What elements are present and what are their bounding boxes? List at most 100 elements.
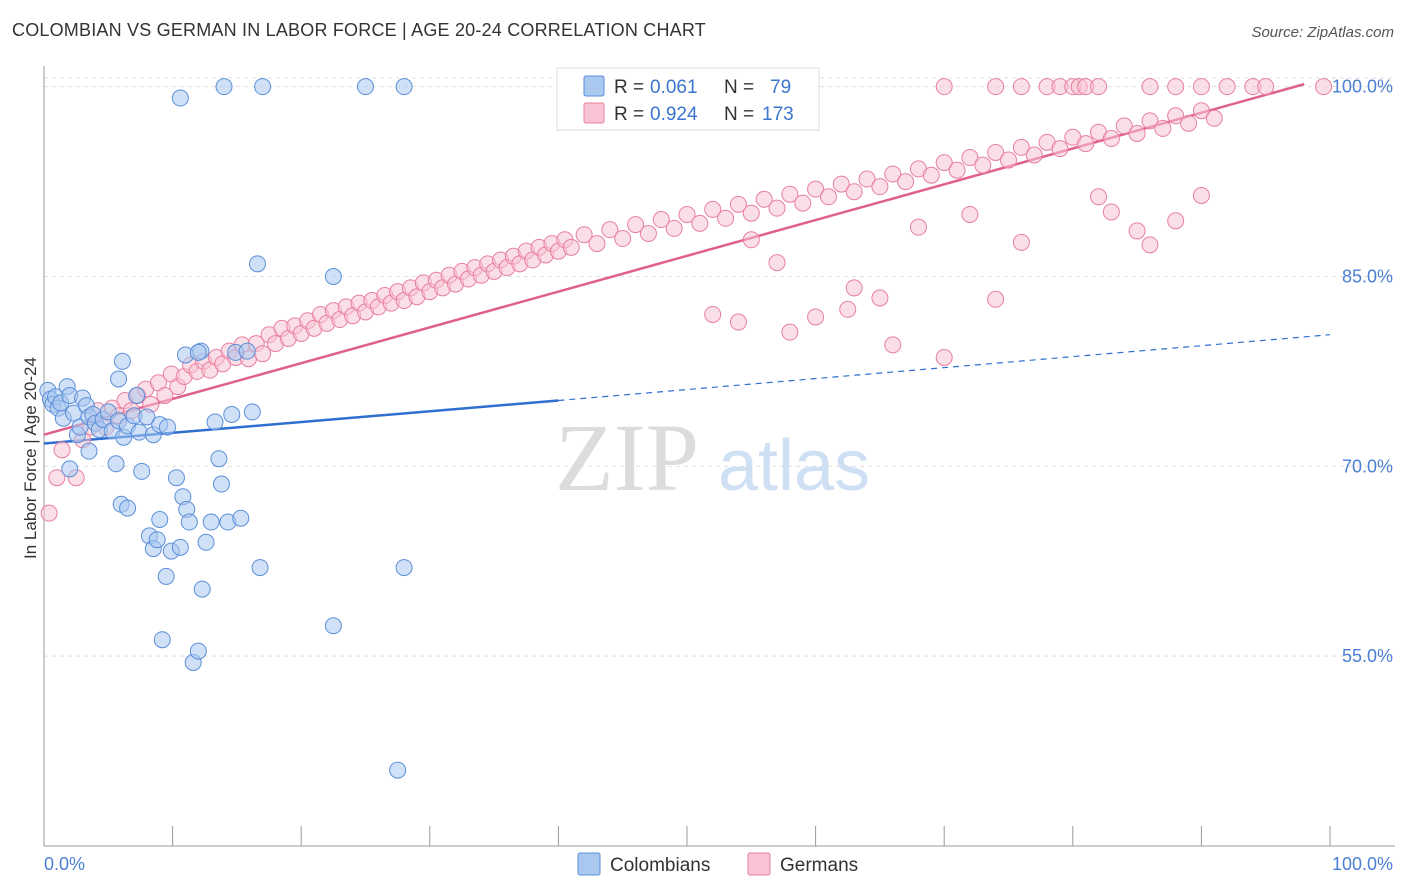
colombians-point	[251, 559, 269, 577]
germans-point	[1000, 151, 1017, 169]
germans-point	[794, 194, 812, 212]
colombians-point	[395, 559, 413, 577]
colombians-point	[206, 413, 224, 431]
colombians-point	[212, 475, 230, 493]
germans-point	[1218, 78, 1236, 96]
grid-lines	[44, 77, 1395, 657]
stats-r-value-2: 0.924	[650, 104, 698, 125]
series-legend: Colombians Germans	[577, 852, 858, 876]
germans-point	[961, 149, 979, 167]
colombians-point	[210, 450, 228, 468]
colombians-point	[254, 78, 272, 96]
germans-point	[729, 195, 747, 213]
germans-point	[845, 279, 863, 297]
germans-point	[961, 205, 979, 223]
germans-point	[807, 180, 825, 198]
germans-point	[1205, 109, 1223, 127]
stats-n-label-1: N =	[724, 77, 754, 98]
germans-point	[1167, 107, 1185, 125]
germans-point	[1012, 138, 1030, 156]
germans-point	[871, 289, 889, 307]
germans-point	[909, 218, 927, 236]
germans-point	[884, 336, 902, 354]
colombians-point	[223, 405, 241, 423]
scatter-points	[39, 78, 1333, 779]
legend-label-colombians: Colombians	[610, 855, 710, 876]
germans-point	[839, 300, 857, 318]
axes	[43, 66, 1395, 847]
germans-point	[627, 216, 645, 234]
chart-title: COLOMBIAN VS GERMAN IN LABOR FORCE | AGE…	[12, 20, 706, 40]
germans-point	[1090, 188, 1108, 206]
colombians-point	[119, 499, 137, 517]
germans-point	[601, 221, 619, 239]
colombians-point	[189, 343, 207, 361]
colombians-point	[153, 631, 171, 649]
colombians-point	[110, 370, 128, 388]
germans-point	[755, 190, 773, 208]
stats-legend: R = 0.061 N = 79 R = 0.924 N = 173	[556, 67, 820, 131]
stats-swatch-germans	[583, 102, 605, 124]
germans-point	[1141, 112, 1159, 130]
germans-point	[1012, 78, 1030, 96]
colombians-point	[167, 469, 185, 487]
colombians-point	[189, 642, 207, 660]
germans-point	[48, 469, 66, 487]
germans-point	[935, 348, 953, 366]
germans-point	[807, 308, 825, 326]
germans-point	[768, 199, 786, 217]
legend-swatch-germans	[747, 852, 771, 876]
germans-point	[742, 231, 760, 249]
germans-point	[156, 386, 174, 404]
germans-point	[781, 323, 799, 341]
colombians-point	[138, 408, 156, 426]
germans-point	[819, 188, 837, 206]
stats-n-value-2: 173	[762, 104, 794, 125]
germans-point	[588, 235, 606, 253]
stats-r-label-2: R =	[614, 104, 644, 125]
legend-label-germans: Germans	[780, 855, 858, 876]
germans-point	[768, 254, 786, 272]
germans-point	[639, 224, 657, 242]
y-tick-label: 55.0%	[1342, 646, 1393, 666]
colombians-point	[80, 442, 98, 460]
germans-point	[974, 156, 992, 174]
germans-point	[1154, 119, 1172, 137]
watermark-atlas: atlas	[718, 426, 870, 506]
colombians-point	[357, 78, 374, 96]
germans-point	[1102, 203, 1120, 221]
y-tick-label: 70.0%	[1342, 456, 1393, 476]
colombians-point	[215, 78, 233, 96]
colombians-point	[128, 386, 146, 404]
germans-point	[575, 226, 593, 244]
germans-point	[704, 200, 722, 218]
colombians-point	[193, 580, 211, 598]
stats-swatch-colombians	[583, 75, 605, 97]
germans-point	[948, 161, 966, 179]
stats-n-label-2: N =	[724, 104, 754, 125]
y-tick-label: 85.0%	[1342, 266, 1393, 286]
colombians-point	[113, 352, 131, 370]
chart-source: Source: ZipAtlas.com	[1251, 24, 1394, 41]
germans-point	[691, 214, 709, 232]
germans-point	[1141, 78, 1159, 96]
germans-point	[40, 504, 58, 522]
germans-point	[614, 230, 632, 248]
colombians-point	[243, 403, 261, 421]
x-tick-label-end: 100.0%	[1332, 854, 1393, 874]
colombians-point	[180, 513, 198, 531]
colombians-point	[238, 342, 256, 360]
germans-point	[884, 165, 902, 183]
germans-point	[53, 441, 71, 459]
germans-point	[1025, 146, 1043, 164]
germans-point	[1192, 102, 1210, 120]
germans-point	[717, 209, 735, 227]
colombians-point	[107, 455, 125, 473]
y-axis-label: In Labor Force | Age 20-24	[21, 357, 40, 559]
germans-point	[742, 204, 760, 222]
colombians-point	[148, 531, 166, 549]
germans-point	[1012, 233, 1030, 251]
colombians-point	[157, 567, 175, 585]
x-tick-label-start: 0.0%	[44, 854, 85, 874]
colombians-point	[202, 513, 220, 531]
